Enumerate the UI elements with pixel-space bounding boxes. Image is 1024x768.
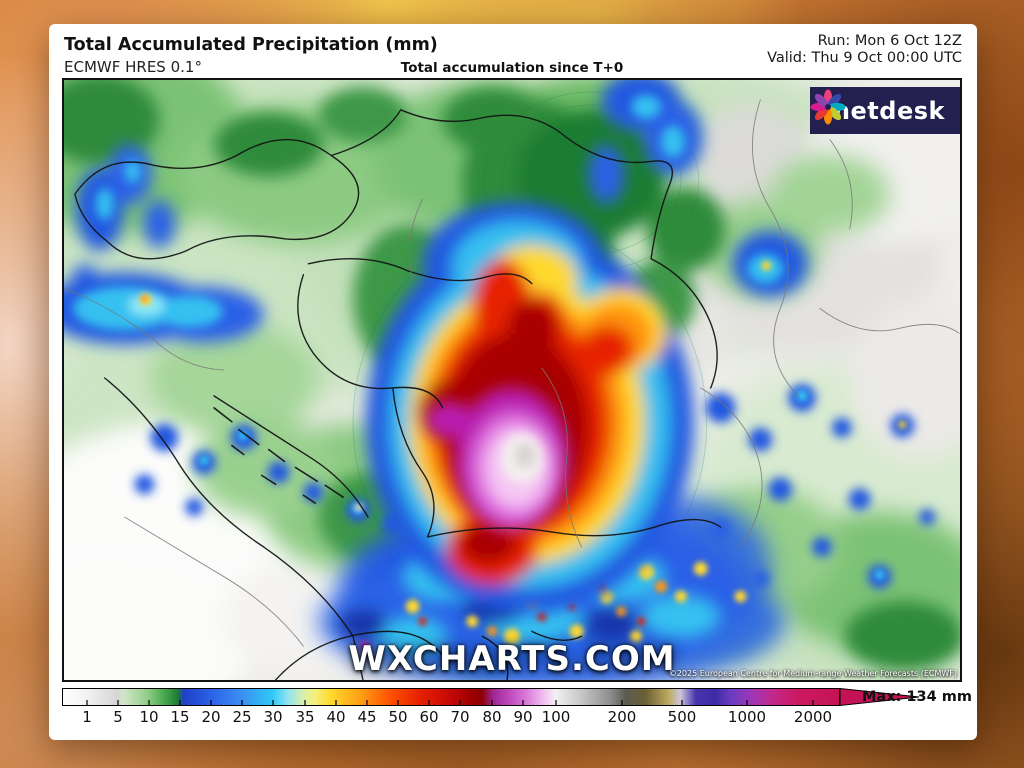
colorbar-tick-label: 60 [419, 708, 439, 726]
copyright-text: ©2025 European Centre for Medium-range W… [668, 669, 957, 678]
accumulation-note: Total accumulation since T+0 [400, 60, 624, 76]
colorbar-tick-label: 70 [450, 708, 470, 726]
colorbar-tick-label: 2000 [793, 708, 833, 726]
colorbar-tick-label: 90 [513, 708, 533, 726]
colorbar-tick-label: 45 [357, 708, 377, 726]
run-label: Run: Mon 6 Oct 12Z [817, 33, 962, 49]
colorbar: 1 5 10 15 20 25 30 35 40 45 50 60 70 80 90 100 200 500 100… [62, 688, 972, 738]
colorbar-tick-label: 1000 [727, 708, 767, 726]
colorbar-tick-label: 30 [263, 708, 283, 726]
precipitation-map: metdesk WXCHARTS.COM ©2025 European Cent… [62, 78, 962, 682]
colorbar-gradient-bar [62, 688, 920, 707]
forecast-card: Total Accumulated Precipitation (mm) ECM… [49, 24, 977, 740]
metdesk-logo-text: metdesk [825, 96, 945, 125]
run-valid-block: Run: Mon 6 Oct 12Z Valid: Thu 9 Oct 00:0… [767, 33, 962, 67]
max-value-label: Max: 134 mm [862, 689, 972, 705]
colorbar-tick-label: 1 [82, 708, 92, 726]
colorbar-tick-label: 50 [388, 708, 408, 726]
model-label: ECMWF HRES 0.1° [64, 58, 202, 76]
colorbar-tick-label: 40 [326, 708, 346, 726]
colorbar-tick-label: 200 [607, 708, 637, 726]
colorbar-tick-label: 25 [232, 708, 252, 726]
colorbar-tick-label: 20 [201, 708, 221, 726]
map-graphic [64, 80, 960, 680]
colorbar-tick-label: 35 [295, 708, 315, 726]
metdesk-pinwheel-icon [810, 89, 846, 125]
page-title: Total Accumulated Precipitation (mm) [64, 35, 438, 55]
metdesk-logo: metdesk [810, 87, 960, 134]
colorbar-tick-label: 100 [541, 708, 571, 726]
colorbar-tick-label: 10 [139, 708, 159, 726]
wxcharts-watermark: WXCHARTS.COM [348, 639, 676, 679]
colorbar-tick-label: 15 [170, 708, 190, 726]
colorbar-tick-label: 5 [113, 708, 123, 726]
colorbar-tick-label: 500 [667, 708, 697, 726]
colorbar-tick-label: 80 [482, 708, 502, 726]
valid-label: Valid: Thu 9 Oct 00:00 UTC [767, 50, 962, 67]
